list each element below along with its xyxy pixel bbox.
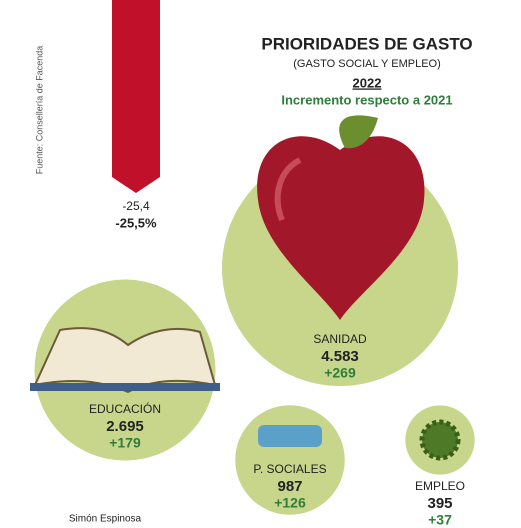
author: Simón Espinosa	[69, 514, 142, 525]
value-label: 395	[427, 495, 452, 512]
note: Incremento respecto a 2021	[281, 92, 452, 107]
category-label: EMPLEO	[415, 479, 465, 493]
bar-percent-label: -25,5%	[115, 215, 157, 230]
source: Fuente: Consellería de Facenda	[34, 46, 44, 175]
increment-label: +269	[324, 365, 356, 381]
category-label: EDUCACIÓN	[89, 401, 161, 416]
category-label: P. SOCIALES	[253, 462, 326, 476]
value-label: 2.695	[106, 418, 144, 435]
gear	[422, 422, 458, 458]
chart-subtitle: (GASTO SOCIAL Y EMPLEO)	[293, 58, 441, 70]
value-label: 4.583	[321, 348, 359, 365]
value-label: 987	[277, 478, 302, 495]
chart-title: PRIORIDADES DE GASTO	[261, 34, 472, 53]
chart: PRIORIDADES DE GASTO (GASTO SOCIAL Y EMP…	[0, 0, 521, 528]
year: 2022	[353, 75, 382, 90]
increment-label: +126	[274, 495, 306, 511]
increment-label: +37	[428, 512, 452, 528]
bar	[112, 0, 160, 193]
increment-label: +179	[109, 435, 141, 451]
puzzle	[258, 425, 322, 447]
category-label: SANIDAD	[313, 332, 367, 346]
bar-value-label: -25,4	[122, 199, 150, 213]
book-cover	[30, 383, 220, 391]
